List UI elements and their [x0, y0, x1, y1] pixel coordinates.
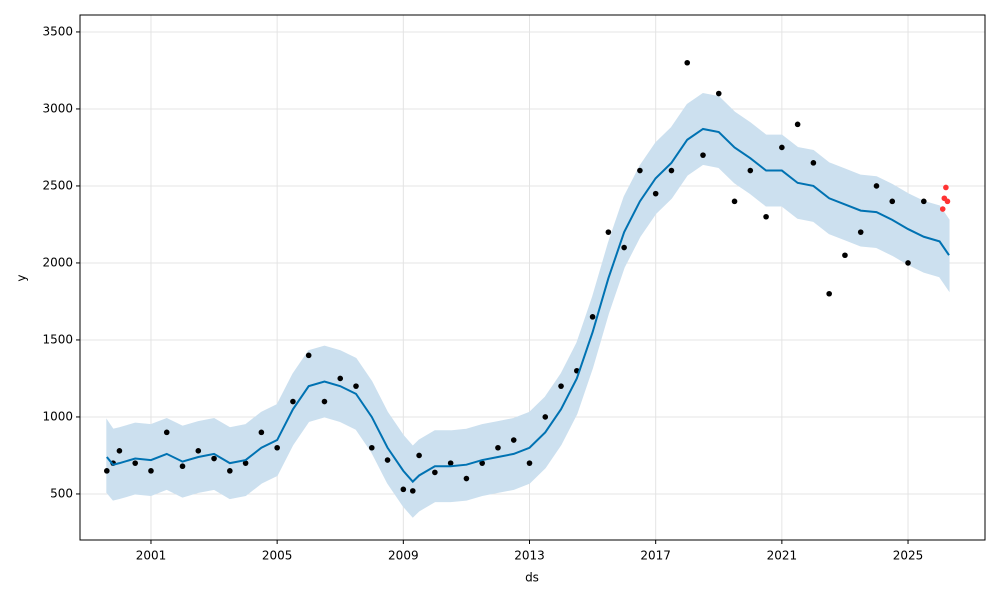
data-point [542, 414, 549, 420]
data-point [258, 429, 265, 436]
y-tick-label: 1000 [42, 409, 73, 423]
plot-frame [79, 14, 986, 541]
data-point [526, 460, 533, 466]
data-point [810, 160, 817, 166]
data-point [368, 444, 375, 451]
data-point [353, 383, 359, 389]
x-tick-label: 2017 [640, 549, 671, 563]
data-point [668, 167, 675, 174]
data-point [432, 469, 438, 476]
forecast-line [106, 127, 950, 484]
x-axis-label: ds [525, 571, 539, 585]
data-point [558, 383, 564, 389]
y-tick-label: 1500 [42, 332, 73, 346]
data-point [195, 448, 202, 454]
data-point [939, 206, 946, 212]
data-point [589, 314, 596, 320]
data-point [943, 184, 949, 191]
data-point [479, 460, 485, 466]
data-point [179, 463, 186, 470]
data-point [495, 444, 501, 451]
data-point [447, 460, 454, 466]
data-point [857, 229, 864, 235]
data-point [148, 468, 154, 474]
data-point [290, 398, 296, 405]
data-point [321, 398, 328, 405]
data-point [384, 457, 391, 463]
x-tick-label: 2005 [262, 549, 293, 563]
data-point [116, 448, 123, 454]
data-point [731, 198, 738, 205]
data-point [842, 252, 848, 259]
x-tick-label: 2021 [767, 549, 798, 563]
data-point [715, 90, 722, 97]
data-point [826, 290, 832, 297]
y-tick-label: 3500 [42, 24, 73, 38]
data-point [889, 198, 896, 205]
y-tick-label: 3000 [42, 101, 73, 115]
data-point [416, 452, 422, 459]
data-point [944, 198, 951, 205]
data-point [132, 460, 139, 466]
data-point [747, 167, 754, 174]
uncertainty-band [106, 93, 950, 518]
data-point [337, 375, 344, 382]
y-tick-label: 2500 [42, 178, 73, 192]
data-point [873, 183, 880, 189]
data-point [763, 213, 769, 220]
data-point [700, 152, 706, 158]
data-point [605, 229, 612, 235]
data-point [684, 59, 691, 66]
x-tick-label: 2001 [136, 549, 167, 563]
y-tick-label: 2000 [42, 255, 73, 269]
data-point [242, 460, 249, 466]
data-point [163, 429, 170, 436]
data-point [227, 468, 233, 474]
data-point [779, 144, 785, 151]
data-point [211, 455, 217, 462]
data-point [274, 444, 280, 451]
data-point [905, 260, 911, 266]
data-point [463, 475, 470, 482]
data-point [637, 167, 643, 174]
data-point [305, 352, 312, 359]
data-point [510, 437, 517, 443]
y-tick-label: 500 [50, 486, 73, 500]
data-point [621, 244, 627, 251]
y-axis-label: y [15, 274, 29, 281]
data-point [409, 488, 416, 494]
x-tick-label: 2013 [514, 549, 545, 563]
x-tick-label: 2009 [388, 549, 419, 563]
data-point [400, 486, 407, 493]
data-point [652, 190, 659, 197]
data-point [794, 121, 801, 128]
data-point [104, 468, 110, 474]
x-tick-label: 2025 [893, 549, 924, 563]
data-point [921, 198, 927, 205]
